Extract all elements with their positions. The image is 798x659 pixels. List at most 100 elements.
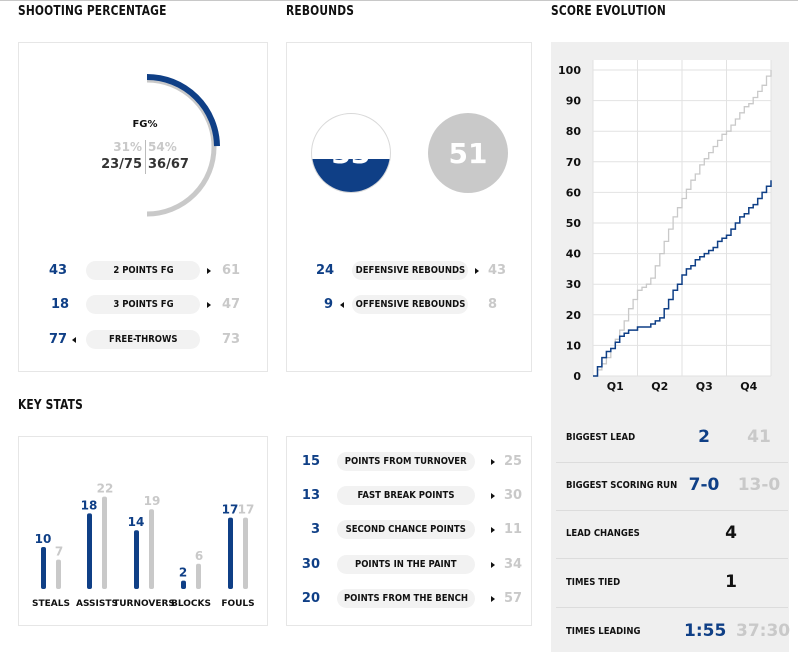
bar-home	[181, 580, 186, 589]
points-row-label: FAST BREAK POINTS	[357, 490, 455, 501]
summary-divider	[556, 558, 788, 559]
free-throws-label: FREE-THROWS	[108, 334, 178, 345]
points-row-home: 30	[301, 557, 320, 572]
points-row-pill: FAST BREAK POINTS	[337, 486, 475, 505]
summary-row-value: 4	[725, 523, 737, 543]
def-reb-home: 24	[316, 263, 335, 278]
summary-row-label: BIGGEST SCORING RUN	[566, 480, 678, 491]
three-pt-label: 3 POINTS FG	[112, 299, 174, 310]
summary-row-home: 2	[698, 427, 710, 447]
score-evolution-title: SCORE EVOLUTION	[551, 4, 666, 19]
bar-category-label: ASSISTS	[76, 599, 118, 609]
summary-row-value: 1	[725, 572, 737, 592]
fg-home-made-att: 23/75	[101, 157, 142, 172]
bar-away	[102, 496, 107, 589]
three-pt-away: 47	[222, 297, 241, 312]
y-tick-label: 60	[566, 186, 582, 199]
off-reb-home: 9	[324, 297, 334, 312]
home-rebounds-total: 33	[331, 136, 371, 170]
points-row-pill: SECOND CHANCE POINTS	[337, 520, 475, 539]
fg-label: FG%	[132, 119, 158, 130]
bar-category-label: BLOCKS	[171, 599, 211, 609]
bar-home-value: 14	[128, 515, 145, 529]
series-line	[593, 180, 772, 377]
fg-gauge	[146, 74, 220, 217]
points-row-label: POINTS FROM THE BENCH	[343, 593, 469, 604]
fg-away-made-att: 36/67	[148, 157, 189, 172]
summary-divider	[556, 462, 788, 463]
fg-gauge-away-arc	[146, 77, 217, 217]
key-stats-card	[18, 436, 268, 626]
y-tick-label: 40	[566, 248, 582, 261]
bar-category-label: STEALS	[32, 599, 70, 609]
bar-away	[196, 563, 201, 589]
points-row-away: 11	[504, 522, 523, 537]
two-pt-label: 2 POINTS FG	[112, 265, 174, 276]
two-pt-pill: 2 POINTS FG	[86, 261, 200, 280]
x-tick-label: Q3	[696, 380, 713, 393]
points-row-pill: POINTS IN THE PAINT	[337, 555, 475, 574]
bar-away	[149, 509, 154, 589]
y-tick-label: 50	[566, 217, 582, 230]
bar-away	[56, 559, 61, 589]
rebounds-title: REBOUNDS	[286, 4, 355, 19]
y-tick-label: 10	[566, 339, 582, 352]
off-reb-pill: OFFENSIVE REBOUNDS	[352, 295, 468, 314]
shooting-percentage-title: SHOOTING PERCENTAGE	[18, 4, 167, 19]
y-tick-label: 80	[566, 125, 582, 138]
points-row-arrow-right-icon	[491, 493, 495, 499]
points-row-home: 13	[301, 488, 320, 503]
summary-row-label: TIMES TIED	[566, 577, 621, 588]
bar-home-value: 2	[179, 566, 187, 580]
bar-away-value: 22	[97, 482, 114, 496]
points-row-pill: POINTS FROM TURNOVER	[337, 452, 475, 471]
bar-home	[134, 530, 139, 589]
off-reb-away: 8	[488, 297, 498, 312]
bar-home	[228, 517, 233, 589]
home-rebounds-circle: 33	[311, 113, 391, 193]
points-row-home: 15	[301, 454, 320, 469]
bar-away	[243, 517, 248, 589]
bar-category-label: FOULS	[221, 599, 254, 609]
rebounds-card	[286, 42, 532, 372]
points-row-away: 34	[504, 557, 523, 572]
def-reb-away: 43	[488, 263, 507, 278]
two-pt-arrow-right-icon	[207, 268, 211, 274]
two-pt-away: 61	[222, 263, 241, 278]
def-reb-pill: DEFENSIVE REBOUNDS	[352, 261, 468, 280]
key-stats-title: KEY STATS	[18, 398, 83, 413]
fg-away-pct: 54%	[148, 140, 177, 154]
y-tick-label: 30	[566, 278, 582, 291]
free-throws-home: 77	[49, 332, 68, 347]
points-row-home: 20	[301, 591, 320, 606]
three-pt-arrow-right-icon	[207, 302, 211, 308]
points-row-label: POINTS IN THE PAINT	[355, 559, 457, 570]
shooting-card	[18, 42, 268, 372]
summary-row-away: 37:30	[736, 621, 791, 641]
y-tick-label: 20	[566, 309, 582, 322]
free-throws-arrow-left-icon	[72, 337, 76, 343]
y-tick-label: 100	[558, 64, 581, 77]
off-reb-arrow-left-icon	[340, 302, 344, 308]
points-row-arrow-right-icon	[491, 459, 495, 465]
bar-away-value: 6	[195, 549, 203, 563]
def-reb-arrow-right-icon	[475, 268, 479, 274]
summary-divider	[556, 510, 788, 511]
bar-category-label: TURNOVERS	[113, 599, 175, 609]
y-tick-label: 70	[566, 156, 582, 169]
points-row-away: 25	[504, 454, 523, 469]
fg-home-pct: 31%	[113, 140, 142, 154]
free-throws-pill: FREE-THROWS	[86, 330, 200, 349]
points-row-away: 30	[504, 488, 523, 503]
x-tick-label: Q2	[651, 380, 668, 393]
free-throws-away: 73	[222, 332, 241, 347]
summary-row-away: 41	[747, 427, 771, 447]
points-row-away: 57	[504, 591, 523, 606]
summary-row-home: 7-0	[688, 475, 720, 495]
points-row-pill: POINTS FROM THE BENCH	[337, 589, 475, 608]
bar-home-value: 18	[81, 498, 98, 512]
def-reb-label: DEFENSIVE REBOUNDS	[355, 265, 465, 276]
key-stats-bar-chart: 107 STEALS 18 22 ASSISTS 14 19 TURNOVERS 26 BLOCK…	[32, 482, 255, 609]
bar-away-value: 19	[144, 494, 161, 508]
points-row-label: SECOND CHANCE POINTS	[345, 524, 467, 535]
